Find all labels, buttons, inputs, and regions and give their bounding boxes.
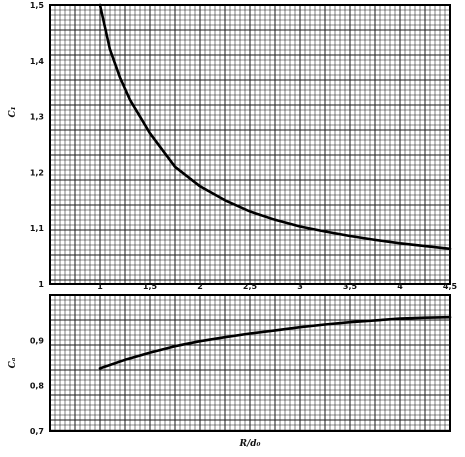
x-tick-label: 4 <box>397 282 403 291</box>
upper-y-axis-label: C₁ <box>8 106 18 117</box>
upper-y-tick-labels: 1 1,1 1,2 1,3 1,4 1,5 <box>30 1 45 289</box>
plot-frame <box>49 294 451 432</box>
x-axis-label: R/d₀ <box>238 439 260 449</box>
y-tick-label: 0,9 <box>30 336 45 345</box>
x-tick-label: 4,5 <box>443 282 458 291</box>
x-tick-label: 3,5 <box>343 282 358 291</box>
x-tick-label: 1 <box>97 282 103 291</box>
lower-y-axis-label: Cₐ <box>8 357 18 368</box>
plot-frame <box>49 4 451 285</box>
upper-grid <box>49 4 451 284</box>
y-tick-label: 1,3 <box>30 113 44 122</box>
y-tick-label: 1,2 <box>30 168 44 177</box>
y-tick-label: 0,7 <box>30 427 44 436</box>
lower-y-tick-labels: 0,7 0,8 0,9 <box>30 336 45 436</box>
y-tick-label: 1 <box>38 280 44 289</box>
x-tick-label: 2,5 <box>243 282 258 291</box>
y-tick-label: 0,8 <box>30 382 45 391</box>
upper-series <box>98 3 452 251</box>
series-line-c1 <box>98 3 452 251</box>
y-tick-label: 1,4 <box>30 57 45 66</box>
x-tick-labels: 1 1,5 2 2,5 3 3,5 4 4,5 <box>97 282 457 291</box>
x-tick-label: 1,5 <box>143 282 158 291</box>
y-tick-label: 1,5 <box>30 1 45 10</box>
y-tick-label: 1,1 <box>30 224 45 233</box>
upper-chart-panel: 1 1,1 1,2 1,3 1,4 1,5 C₁ <box>8 1 452 289</box>
series-line-ca <box>98 315 452 370</box>
lower-frame <box>49 294 451 432</box>
lower-series <box>98 315 452 370</box>
x-tick-label: 3 <box>297 282 303 291</box>
lower-grid <box>49 294 451 431</box>
upper-frame <box>49 4 451 285</box>
lower-chart-panel: 0,7 0,8 0,9 Cₐ <box>8 294 452 436</box>
x-tick-label: 2 <box>197 282 203 291</box>
